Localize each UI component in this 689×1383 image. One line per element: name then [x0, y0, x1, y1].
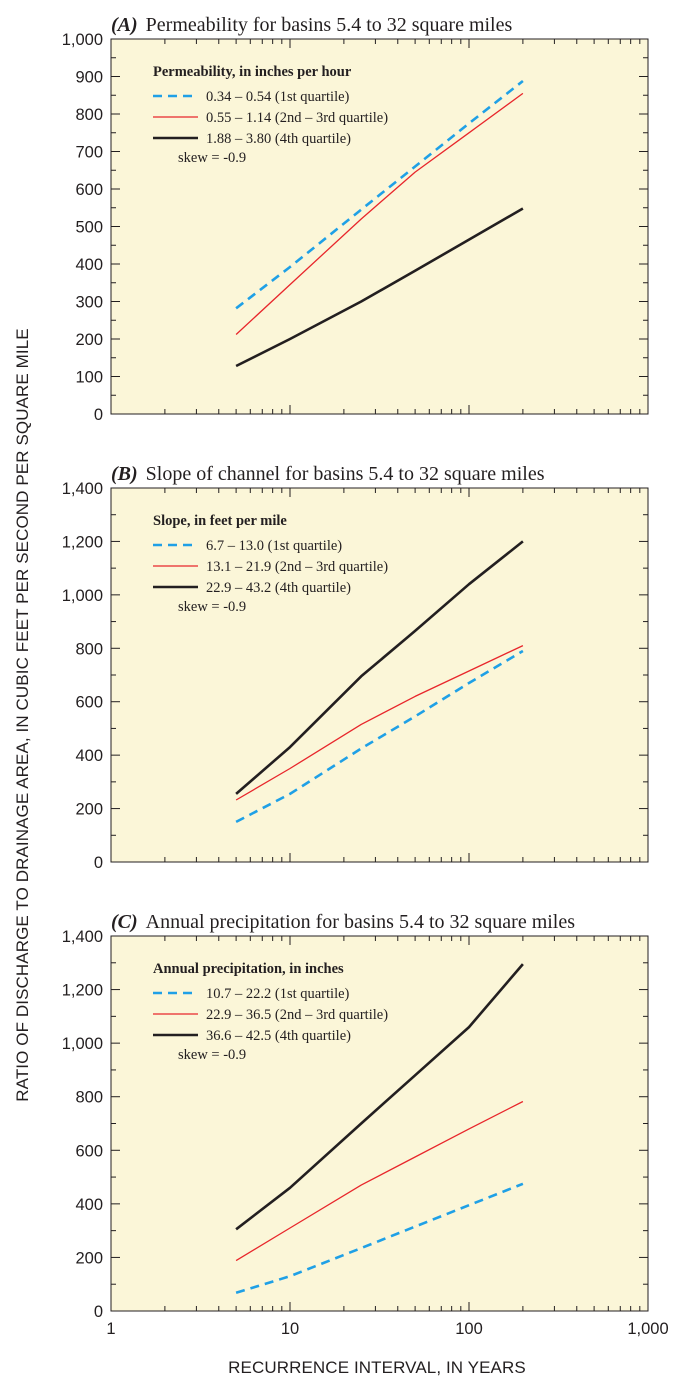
y-tick-label: 1,000: [62, 31, 103, 49]
y-tick-label: 1,400: [62, 928, 103, 946]
legend: Permeability, in inches per hour 0.34 – 0…: [153, 64, 388, 166]
y-tick-label: 0: [94, 406, 103, 424]
legend-entry-3: 36.6 – 42.5 (4th quartile): [206, 1028, 351, 1044]
panel-letter: (B): [111, 463, 138, 485]
panel-title-text: Slope of channel for basins 5.4 to 32 sq…: [146, 463, 545, 485]
series-line-2: [235, 1100, 524, 1262]
panel-title: (A) Permeability for basins 5.4 to 32 squ…: [111, 14, 512, 36]
x-tick-label: 1: [106, 1320, 115, 1338]
series-line-3: [235, 207, 524, 368]
legend-entry-2: 13.1 – 21.9 (2nd – 3rd quartile): [206, 559, 388, 575]
y-axis-ticks: 0 200 400 600 800 1,000 1,200 1,400: [62, 480, 648, 872]
y-tick-label: 200: [75, 801, 103, 819]
legend-entry-1: 0.34 – 0.54 (1st quartile): [206, 89, 350, 105]
y-tick-label: 800: [75, 640, 103, 658]
y-tick-label: 600: [75, 181, 103, 199]
chart-panel-3: 0 200 400 600 800 1,000 1,200 1,400 1 10 100 1,000 (…: [62, 911, 669, 1338]
x-tick-label: 100: [455, 1320, 483, 1338]
plot-area: [110, 38, 649, 415]
x-axis-ticks: [110, 39, 649, 414]
y-tick-label: 200: [75, 1249, 103, 1267]
y-tick-label: 1,400: [62, 480, 103, 498]
y-tick-label: 700: [75, 144, 103, 162]
legend-entry-2: 22.9 – 36.5 (2nd – 3rd quartile): [206, 1007, 388, 1023]
legend: Slope, in feet per mile 6.7 – 13.0 (1st q…: [153, 513, 388, 615]
y-tick-label: 900: [75, 69, 103, 87]
x-tick-label: 1,000: [627, 1320, 668, 1338]
y-tick-label: 800: [75, 1089, 103, 1107]
y-tick-label: 0: [94, 1303, 103, 1321]
panel-title: (C) Annual precipitation for basins 5.4 t…: [111, 911, 575, 933]
panel-title-text: Annual precipitation for basins 5.4 to 3…: [146, 911, 576, 933]
series-line-2: [235, 92, 524, 335]
y-tick-label: 400: [75, 1196, 103, 1214]
panel-title: (B) Slope of channel for basins 5.4 to 32…: [111, 463, 545, 485]
y-tick-label: 800: [75, 106, 103, 124]
series-line-3: [235, 540, 524, 795]
panel-title-text: Permeability for basins 5.4 to 32 square…: [146, 14, 513, 36]
y-axis-title: RATIO OF DISCHARGE TO DRAINAGE AREA, IN …: [13, 328, 32, 1101]
y-tick-label: 1,200: [62, 533, 103, 551]
y-tick-label: 500: [75, 219, 103, 237]
legend-entry-1: 6.7 – 13.0 (1st quartile): [206, 538, 342, 554]
y-tick-label: 400: [75, 747, 103, 765]
y-tick-label: 200: [75, 331, 103, 349]
plot-area: [110, 487, 649, 863]
legend-title: Annual precipitation, in inches: [153, 961, 344, 977]
y-tick-label: 1,200: [62, 982, 103, 1000]
chart-panel-1: 0 100 200 300 400 500 600 700 800 900 1,000 (A) Perm…: [62, 14, 649, 424]
y-tick-label: 1,000: [62, 587, 103, 605]
legend-entry-3: 1.88 – 3.80 (4th quartile): [206, 131, 351, 147]
series-line-1: [235, 649, 524, 824]
skew-note: skew = -0.9: [178, 150, 246, 166]
series-line-1: [235, 1182, 524, 1295]
legend: Annual precipitation, in inches 10.7 – 22…: [153, 961, 388, 1063]
legend-title: Slope, in feet per mile: [153, 513, 287, 529]
skew-note: skew = -0.9: [178, 1047, 246, 1063]
series-line-2: [235, 645, 524, 801]
x-tick-label: 10: [281, 1320, 299, 1338]
plot-area: [110, 935, 649, 1312]
y-axis-ticks: 0 100 200 300 400 500 600 700 800 900 1,000: [62, 31, 648, 424]
panel-letter: (A): [111, 14, 138, 36]
legend-entry-2: 0.55 – 1.14 (2nd – 3rd quartile): [206, 110, 388, 126]
skew-note: skew = -0.9: [178, 599, 246, 615]
legend-entry-1: 10.7 – 22.2 (1st quartile): [206, 986, 350, 1002]
x-axis-ticks: [110, 488, 649, 862]
panel-letter: (C): [111, 911, 138, 933]
series-line-3: [235, 963, 524, 1231]
y-tick-label: 600: [75, 694, 103, 712]
y-tick-label: 1,000: [62, 1035, 103, 1053]
y-tick-label: 300: [75, 294, 103, 312]
chart-panel-2: 0 200 400 600 800 1,000 1,200 1,400 (B) Slope of …: [62, 463, 649, 872]
y-tick-label: 400: [75, 256, 103, 274]
y-tick-label: 600: [75, 1142, 103, 1160]
y-tick-label: 0: [94, 854, 103, 872]
legend-entry-3: 22.9 – 43.2 (4th quartile): [206, 580, 351, 596]
y-tick-label: 100: [75, 369, 103, 387]
series-line-1: [235, 79, 524, 310]
y-axis-ticks: 0 200 400 600 800 1,000 1,200 1,400: [62, 928, 648, 1321]
x-axis-title: RECURRENCE INTERVAL, IN YEARS: [228, 1358, 526, 1377]
legend-title: Permeability, in inches per hour: [153, 64, 352, 80]
x-axis-ticks: [110, 936, 649, 1311]
